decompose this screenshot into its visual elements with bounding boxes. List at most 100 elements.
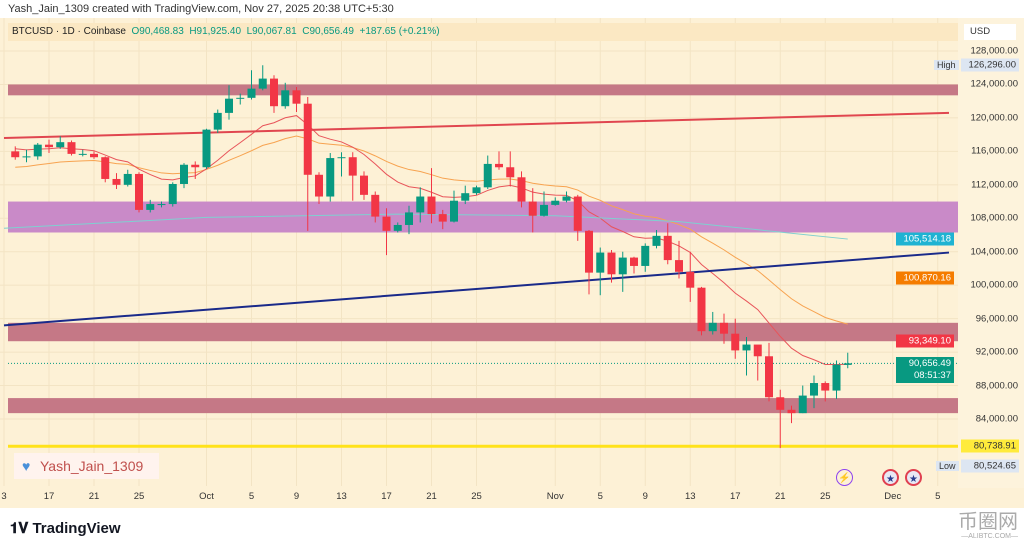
candle-body [135, 173, 143, 210]
candle-body [596, 252, 605, 273]
tradingview-logo[interactable]: 𝟏𝐕 TradingView [10, 520, 121, 537]
candle-body [483, 163, 492, 188]
time-tick-label: 25 [819, 491, 831, 502]
support-resistance-zone [8, 322, 958, 342]
candle-body [33, 144, 42, 157]
time-tick-label: 9 [642, 491, 648, 502]
candle-body [45, 144, 53, 148]
price-tick-label: 116,000.00 [971, 145, 1018, 157]
candle-body [416, 196, 425, 213]
candle-body [562, 196, 571, 201]
change-value: +187.65 (+0.21%) [359, 26, 440, 37]
us-flag-event-icon[interactable]: ★ [882, 469, 899, 486]
candle-body [472, 187, 481, 194]
close-value: C90,656.49 [302, 26, 354, 37]
price-badge: 105,514.18 [896, 232, 954, 246]
candle-body [315, 174, 323, 197]
time-tick-label: 5 [597, 491, 603, 502]
candle-body [11, 151, 20, 158]
price-tick-label: 100,000.00 [970, 279, 1018, 291]
candle-body [551, 200, 560, 205]
candle-body [438, 214, 447, 222]
watermark-sub: —ALIBTC.COM— [961, 533, 1018, 540]
time-tick-label: 17 [381, 491, 392, 502]
candle-body [821, 383, 830, 391]
symbol-info[interactable]: BTCUSD · 1D · Coinbase [12, 26, 126, 37]
candle-body [765, 356, 773, 398]
candle-body [405, 212, 413, 225]
heart-icon: ♥ [22, 458, 31, 474]
time-tick-label: Oct [199, 491, 214, 502]
candle-body [247, 88, 256, 98]
candle-body [810, 383, 818, 396]
support-resistance-zone [8, 84, 958, 96]
tv-logo-icon: 𝟏𝐕 [10, 520, 33, 537]
price-tick-label: 112,000.00 [971, 179, 1018, 191]
price-plot[interactable] [0, 18, 958, 486]
candle-body [337, 157, 346, 159]
watermark: 币圈网 —ALIBTC.COM— [958, 512, 1018, 542]
candle-body [202, 129, 211, 168]
candle-body [303, 103, 312, 175]
currency-label[interactable]: USD [964, 24, 1016, 40]
candle-body [495, 163, 503, 168]
price-badge: 100,870.16 [896, 271, 954, 285]
candle-body [270, 78, 278, 107]
candle-body [236, 97, 245, 99]
open-value: O90,468.83 [131, 26, 184, 37]
candle-body [461, 193, 470, 201]
candle-body [67, 142, 76, 154]
candle-body [123, 173, 132, 185]
candle-body [101, 157, 110, 179]
last-price: 90,656.49 [908, 358, 951, 370]
candle-body [112, 178, 121, 185]
time-tick-label: 17 [729, 491, 741, 502]
candle-body [652, 235, 661, 246]
time-tick-label: 9 [293, 491, 300, 502]
time-tick-label: 17 [43, 491, 55, 502]
lightning-event-icon[interactable]: ⚡ [836, 469, 853, 486]
watermark-main: 币圈网 [958, 511, 1018, 533]
time-tick-label: 5 [248, 491, 255, 502]
candle-body [168, 183, 177, 205]
brand-text: TradingView [32, 520, 121, 537]
symbol-legend: BTCUSD · 1D · Coinbase O90,468.83 H91,92… [8, 23, 958, 41]
ema200-line [3, 213, 848, 240]
candle-body [56, 142, 65, 148]
time-axis[interactable]: 3 17 21 25 Oct 5 9 13 17 21 25 Nov 5 9 13 17 21 25 Dec 5 [0, 486, 958, 506]
candle-body [191, 164, 200, 168]
candle-body [708, 322, 717, 332]
price-axis[interactable]: USD 128,000.00 124,000.00 120,000.00 116,00… [896, 18, 1024, 488]
time-tick-label: 13 [684, 491, 696, 502]
candle-body [393, 224, 402, 231]
candle-body [180, 164, 188, 184]
candle-body [506, 167, 515, 178]
price-tick-label: 96,000.00 [975, 313, 1018, 325]
time-tick-label: 21 [774, 491, 786, 502]
time-tick-label: 5 [935, 491, 941, 502]
candle-body [753, 344, 762, 357]
candle-body [348, 157, 357, 176]
low-value: L90,067.81 [246, 26, 297, 37]
candle-body [146, 204, 155, 210]
price-badge: 80,738.91 [961, 439, 1019, 453]
candle-body [641, 245, 650, 266]
candle-body [787, 409, 796, 414]
us-flag-event-icon[interactable]: ★ [905, 469, 922, 486]
candle-body [281, 90, 290, 107]
candle-body [675, 260, 683, 272]
high-label: High [934, 60, 959, 71]
time-tick-label: Nov [546, 491, 564, 502]
support-resistance-zone [8, 201, 958, 233]
time-tick-label: 25 [471, 491, 482, 502]
candle-body [292, 90, 301, 104]
last-price-badge: 90,656.49 08:51:37 [896, 357, 954, 384]
chart-area[interactable]: BTCUSD · 1D · Coinbase O90,468.83 H91,92… [0, 18, 1024, 508]
candle-body [90, 153, 98, 158]
signature-box: ♥ Yash_Jain_1309 [14, 453, 159, 479]
time-tick-label: 13 [336, 491, 347, 502]
candle-body [686, 271, 695, 288]
support-resistance-zone [8, 398, 958, 414]
bar-countdown: 08:51:37 [914, 370, 951, 382]
signature-text: Yash_Jain_1309 [40, 458, 144, 474]
